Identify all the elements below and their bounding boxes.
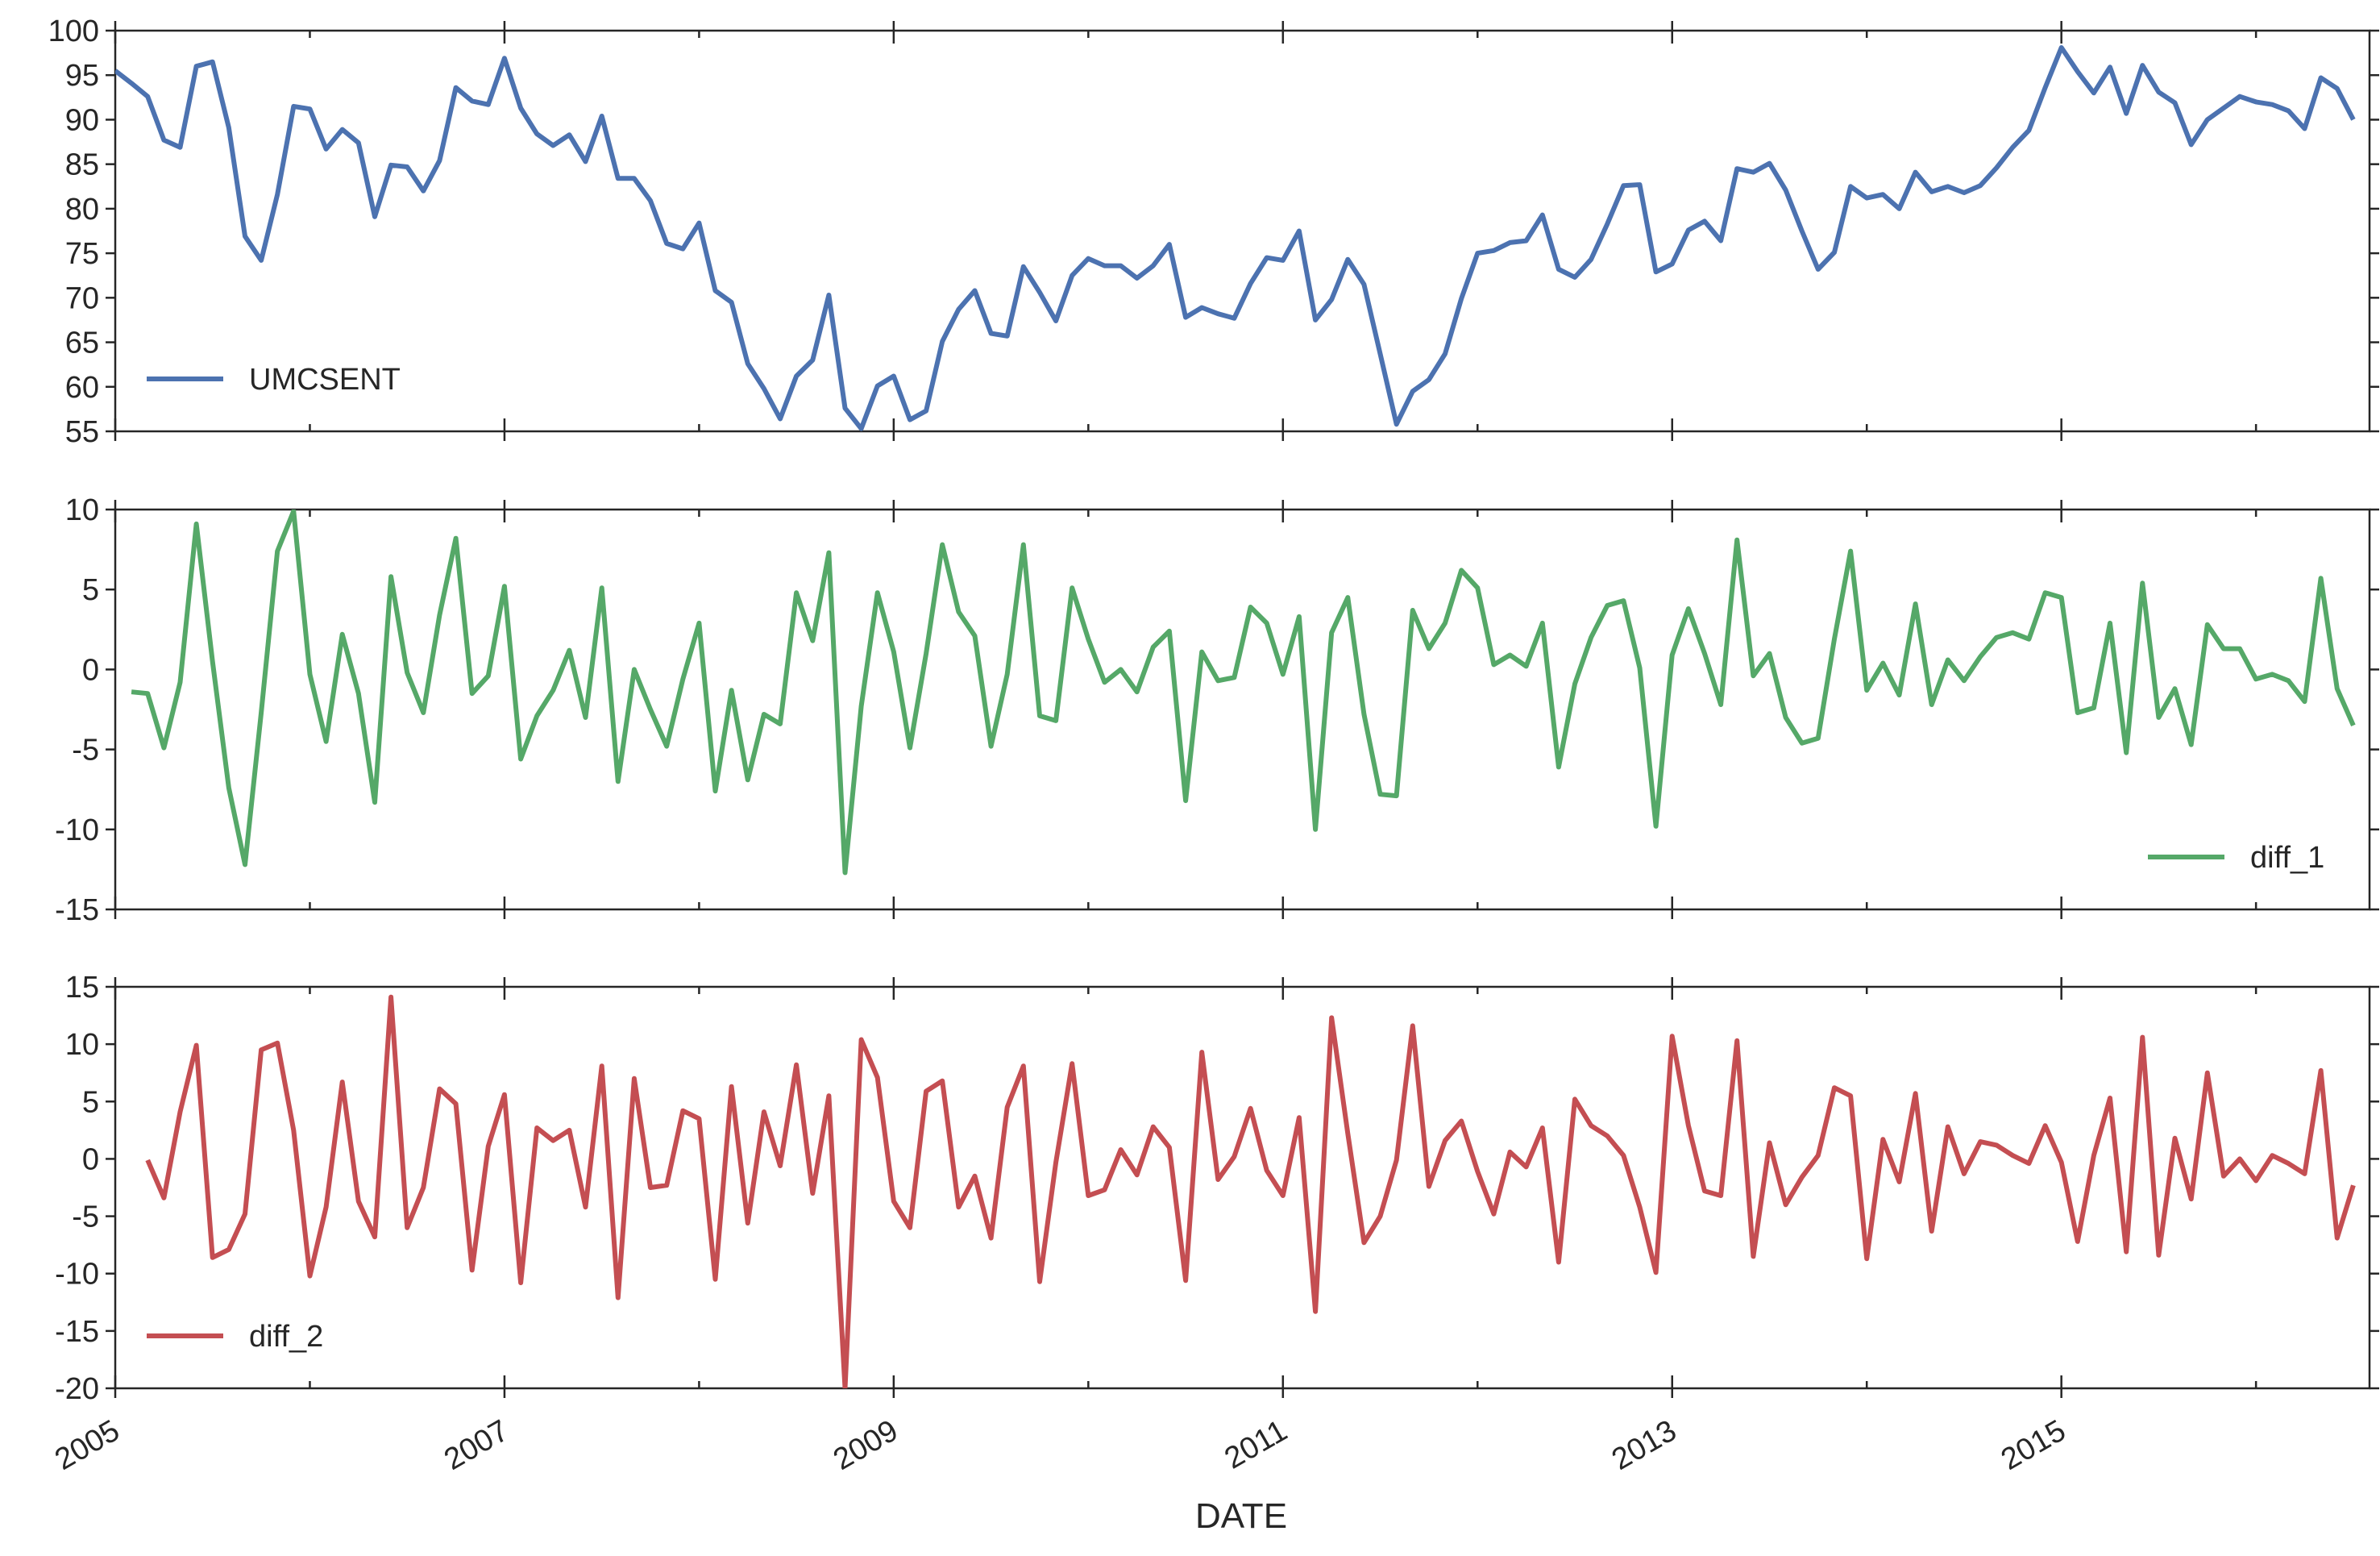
- y-tick-label: 95: [65, 59, 99, 93]
- y-tick-label: 100: [48, 15, 99, 48]
- x-tick-label: 2013: [1606, 1413, 1682, 1477]
- panel-UMCSENT: 55 60 65 70 75 80 85 90 95 100 UMCSENT: [48, 15, 2379, 449]
- series-line-UMCSENT: [115, 45, 2356, 431]
- x-axis-title: DATE: [1195, 1496, 1287, 1536]
- legend-label: UMCSENT: [249, 363, 401, 397]
- y-tick-label: -10: [55, 813, 99, 847]
- y-tick-label: -5: [72, 1200, 99, 1234]
- legend-diff_2: diff_2: [147, 1320, 323, 1354]
- legend-label: diff_1: [2250, 841, 2324, 875]
- legend-UMCSENT: UMCSENT: [147, 363, 401, 397]
- y-tick-label: 5: [82, 573, 99, 607]
- axes-frame: [114, 985, 2371, 1390]
- panel-diff_1: -15 -10 -5 0 5 10 diff_1: [55, 493, 2379, 927]
- y-tick-label: 55: [65, 415, 99, 449]
- y-tick-label: -5: [72, 734, 99, 768]
- y-tick-label: -10: [55, 1258, 99, 1292]
- x-tick-label: 2011: [1219, 1413, 1294, 1475]
- y-tick-label: 15: [65, 971, 99, 1005]
- y-tick-label: 5: [82, 1085, 99, 1119]
- y-tick-label: -15: [55, 893, 99, 927]
- series-line-diff_2: [145, 994, 2356, 1388]
- x-tick-label: 2005: [49, 1413, 125, 1477]
- x-axis: 2005 2007 2009 2011 2013 2015: [49, 1413, 2071, 1477]
- y-tick-label: 0: [82, 653, 99, 687]
- y-tick-label: 10: [65, 493, 99, 527]
- y-tick-label: 0: [82, 1142, 99, 1176]
- x-tick-label: 2007: [438, 1413, 514, 1477]
- panels: 556065707580859095100UMCSENT-15-10-50510…: [48, 15, 2379, 1406]
- y-tick-label: 65: [65, 327, 99, 360]
- x-tick-label: 2015: [1996, 1413, 2071, 1477]
- legend-diff_1: diff_1: [2148, 841, 2324, 875]
- y-tick-label: 75: [65, 237, 99, 271]
- x-tick-label: 2009: [828, 1413, 903, 1477]
- axes-frame: [114, 508, 2371, 911]
- y-tick-label: -15: [55, 1315, 99, 1349]
- y-tick-label: 85: [65, 148, 99, 182]
- panel-diff_2: -20 -15 -10 -5 0 5 10 15 diff_2: [55, 971, 2379, 1406]
- y-tick-label: 80: [65, 193, 99, 227]
- axes-frame: [114, 29, 2371, 433]
- legend-label: diff_2: [249, 1320, 323, 1354]
- y-tick-label: 10: [65, 1028, 99, 1062]
- y-tick-label: 90: [65, 103, 99, 137]
- y-tick-label: 60: [65, 371, 99, 405]
- y-tick-label: 70: [65, 281, 99, 315]
- series-line-diff_1: [131, 510, 2356, 876]
- y-tick-label: -20: [55, 1372, 99, 1406]
